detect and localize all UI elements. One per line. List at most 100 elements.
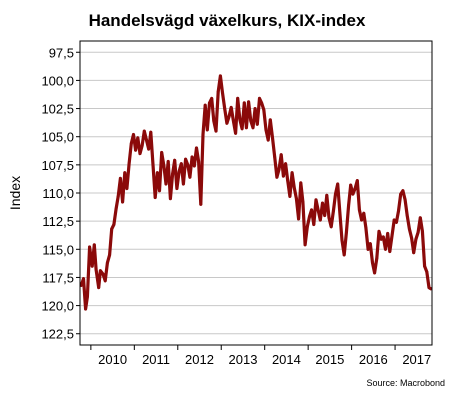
data-point — [316, 208, 320, 212]
data-point — [388, 250, 392, 253]
data-point — [171, 172, 175, 176]
data-point — [232, 119, 235, 123]
data-point — [414, 237, 418, 241]
data-point — [390, 234, 394, 238]
data-point — [264, 128, 268, 132]
x-tick-label: 2011 — [142, 352, 170, 367]
data-point — [277, 168, 281, 171]
x-tick-label: 2014 — [272, 352, 301, 367]
data-point — [199, 202, 203, 206]
data-point — [88, 245, 91, 249]
data-point — [368, 242, 372, 246]
data-point — [286, 179, 290, 183]
chart-title: Handelsvägd växelkurs, KIX-index — [89, 11, 366, 30]
data-point — [242, 101, 246, 105]
data-point — [292, 186, 296, 189]
y-tick-label: 105,0 — [41, 130, 74, 145]
data-point — [358, 208, 361, 212]
data-point — [132, 133, 135, 136]
data-point — [140, 144, 144, 148]
data-point — [245, 126, 248, 130]
data-point — [325, 193, 329, 197]
data-point — [410, 236, 413, 240]
data-point — [134, 148, 138, 152]
data-point — [158, 189, 161, 193]
data-point — [153, 196, 157, 199]
x-tick-label: 2015 — [315, 352, 344, 367]
data-point — [219, 74, 222, 78]
data-point — [103, 279, 107, 283]
data-point — [190, 155, 194, 159]
data-point — [197, 160, 201, 163]
data-point — [334, 192, 337, 196]
data-point — [318, 218, 322, 222]
data-point — [225, 121, 229, 125]
data-point — [162, 164, 166, 168]
data-point — [145, 138, 148, 142]
data-point — [177, 170, 181, 174]
data-point — [332, 209, 335, 213]
data-point — [179, 162, 183, 166]
data-point — [240, 127, 244, 131]
data-point — [381, 235, 385, 239]
data-point — [360, 218, 363, 222]
data-point — [92, 243, 96, 247]
data-point — [201, 133, 205, 136]
data-point — [342, 253, 346, 257]
data-point — [108, 253, 111, 257]
source-note: Source: Macrobond — [366, 378, 445, 388]
y-tick-label: 102,5 — [41, 102, 74, 117]
data-point — [345, 231, 348, 234]
data-point — [173, 158, 177, 162]
data-point — [119, 177, 122, 180]
data-point — [347, 204, 350, 207]
data-point — [379, 237, 383, 241]
data-point — [175, 187, 179, 190]
data-point — [203, 103, 207, 107]
data-point — [362, 211, 366, 215]
data-point — [212, 119, 216, 123]
data-point — [327, 216, 331, 220]
data-point — [208, 101, 211, 105]
data-point — [312, 223, 316, 226]
series-layer — [79, 74, 433, 311]
data-point — [112, 223, 116, 226]
data-point — [366, 247, 370, 251]
data-point — [425, 270, 429, 274]
data-point — [166, 160, 170, 163]
data-point — [86, 295, 89, 298]
data-point — [386, 232, 390, 235]
data-point — [373, 271, 376, 275]
x-tick-label: 2017 — [402, 352, 431, 367]
y-tick-label: 115,0 — [42, 242, 74, 257]
data-point — [353, 187, 357, 190]
data-point — [229, 106, 233, 109]
data-point — [129, 142, 133, 145]
data-point — [127, 162, 131, 166]
y-tick-label: 97,5 — [49, 45, 74, 60]
data-point — [216, 90, 220, 94]
data-point — [184, 157, 188, 161]
data-point — [79, 283, 83, 287]
data-point — [255, 122, 259, 126]
data-point — [227, 115, 231, 118]
data-point — [249, 119, 253, 123]
data-point — [84, 307, 87, 311]
gridlines — [76, 51, 432, 335]
data-point — [223, 107, 227, 110]
data-point — [169, 197, 172, 201]
data-point — [305, 225, 309, 229]
data-point — [236, 97, 240, 100]
data-point — [412, 251, 416, 255]
data-point — [221, 91, 224, 95]
plot-frame — [79, 40, 433, 346]
data-point — [116, 195, 120, 198]
data-point — [295, 197, 298, 201]
data-point — [271, 136, 274, 140]
data-point — [90, 264, 94, 268]
data-point — [349, 183, 353, 187]
data-point — [405, 214, 409, 217]
data-point — [188, 175, 192, 179]
data-point — [99, 269, 102, 273]
data-point — [186, 163, 190, 167]
